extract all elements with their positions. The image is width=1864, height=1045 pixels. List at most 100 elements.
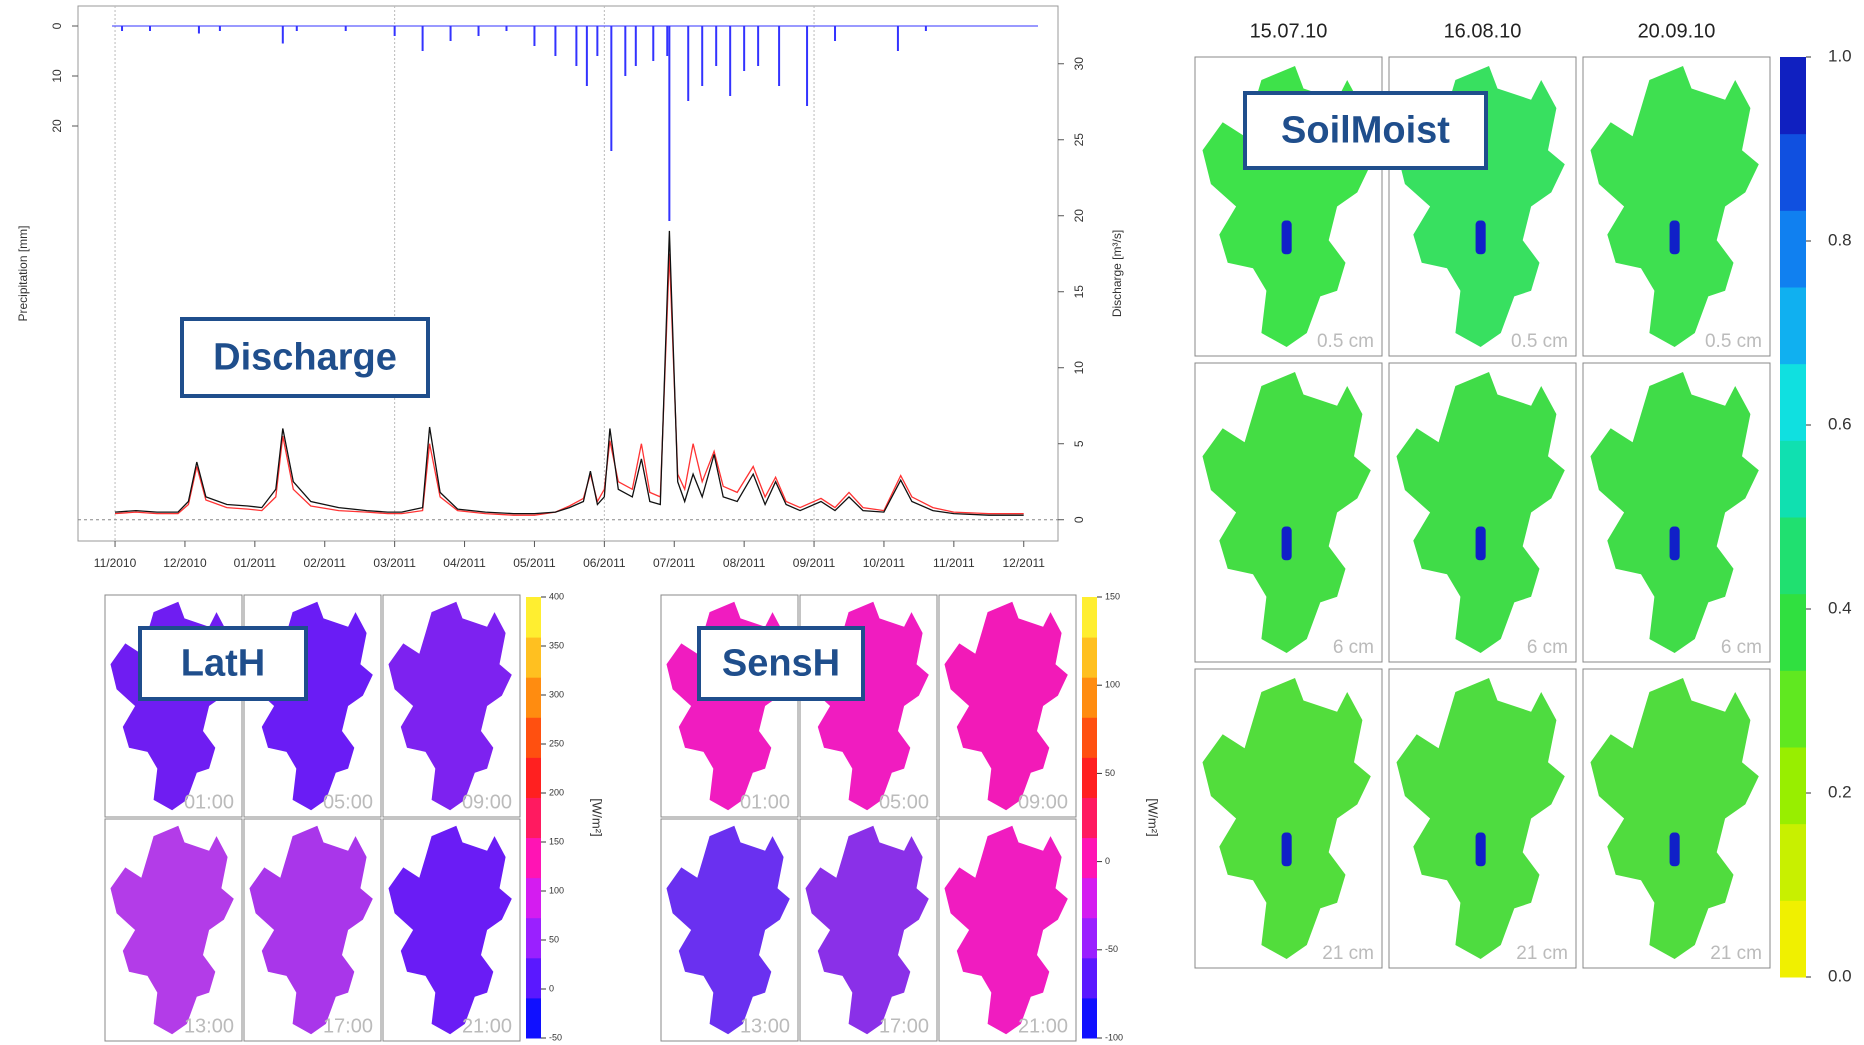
colorbar-tick-label: 100: [549, 885, 564, 895]
x-tick-label: 12/2010: [163, 556, 207, 570]
colorbar-segment: [526, 597, 541, 638]
colorbar-tick-label: 50: [1105, 768, 1115, 778]
panel-label: 0.5 cm: [1511, 331, 1568, 352]
precip-bar: [149, 26, 151, 31]
precip-bar: [743, 26, 745, 71]
precip-bar: [635, 26, 637, 66]
colorbar-segment: [526, 757, 541, 798]
colorbar-segment: [1780, 900, 1806, 977]
colorbar-tick-label: 400: [549, 591, 564, 601]
x-tick-label: 09/2011: [793, 556, 836, 570]
y2-tick-label: 0: [1072, 516, 1086, 523]
x-tick-label: 11/2010: [94, 556, 137, 570]
colorbar-tick-label: 350: [549, 640, 564, 650]
colorbar-tick-label: 0.0: [1828, 966, 1852, 985]
label-box-text: Discharge: [213, 337, 397, 379]
colorbar-segment: [1082, 958, 1097, 999]
panel-label: 17:00: [879, 1015, 929, 1037]
river: [1282, 833, 1292, 867]
label-box-text: SoilMoist: [1281, 110, 1450, 152]
colorbar-tick-label: 0.4: [1828, 598, 1852, 617]
colorbar-segment: [1780, 747, 1806, 824]
colorbar-segment: [1082, 597, 1097, 638]
precip-bar: [450, 26, 452, 41]
colorbar-tick-label: 0: [1105, 856, 1110, 866]
colorbar-tick-label: 100: [1105, 680, 1120, 690]
river: [1670, 527, 1680, 561]
panel-label: 6 cm: [1721, 637, 1762, 658]
x-tick-label: 02/2011: [303, 556, 346, 570]
precip-bar: [610, 26, 612, 151]
column-title: 16.08.10: [1444, 20, 1522, 42]
y2-tick-label: 20: [1072, 209, 1086, 223]
y2-axis-label: Discharge [m³/s]: [1110, 230, 1124, 317]
figure: 11/201012/201001/201102/201103/201104/20…: [0, 0, 1864, 1045]
panel-label: 21 cm: [1710, 943, 1762, 964]
precip-bar: [778, 26, 780, 86]
colorbar-segment: [1082, 838, 1097, 879]
colorbar-segment: [1780, 440, 1806, 517]
column-title: 15.07.10: [1250, 20, 1328, 42]
panel-label: 21 cm: [1322, 943, 1374, 964]
panel-label: 13:00: [184, 1015, 234, 1037]
precip-bar: [282, 26, 284, 44]
colorbar-tick-label: 0.6: [1828, 414, 1852, 433]
river: [1476, 221, 1486, 255]
page: {"chart_data": [ {"type": "line", "annot…: [0, 0, 1864, 1045]
precip-bar: [345, 26, 347, 31]
precip-bar: [198, 26, 200, 34]
panel-label: 17:00: [323, 1015, 373, 1037]
panel-label: 09:00: [1018, 791, 1068, 813]
precip-bar: [422, 26, 424, 51]
colorbar-tick-label: 150: [1105, 591, 1120, 601]
y2-tick-label: 15: [1072, 285, 1086, 299]
y-tick-label: 10: [50, 69, 64, 83]
colorbar-segment: [1780, 594, 1806, 671]
colorbar-segment: [1780, 824, 1806, 901]
colorbar-tick-label: 200: [549, 787, 564, 797]
precip-bar: [834, 26, 836, 41]
precip-bar: [925, 26, 927, 31]
colorbar-tick-label: 1.0: [1828, 46, 1852, 65]
precip-bar: [505, 26, 507, 31]
colorbar-tick-label: 0.2: [1828, 782, 1852, 801]
river: [1476, 527, 1486, 561]
colorbar-segment: [526, 878, 541, 919]
y2-tick-label: 5: [1072, 440, 1086, 447]
colorbar-segment: [526, 958, 541, 999]
precip-bar: [668, 26, 670, 221]
precip-bar: [596, 26, 598, 56]
river: [1476, 833, 1486, 867]
colorbar-segment: [526, 637, 541, 678]
x-tick-label: 05/2011: [513, 556, 556, 570]
river: [1670, 833, 1680, 867]
panel-label: 01:00: [184, 791, 234, 813]
colorbar-segment: [1780, 670, 1806, 747]
precip-bar: [219, 26, 221, 31]
river: [1282, 221, 1292, 255]
x-tick-label: 10/2011: [863, 556, 906, 570]
panel-label: 05:00: [879, 791, 929, 813]
colorbar-segment: [526, 918, 541, 959]
panel-label: 0.5 cm: [1705, 331, 1762, 352]
precip-bar: [666, 26, 668, 56]
column-title: 20.09.10: [1638, 20, 1716, 42]
precip-bar: [586, 26, 588, 86]
y-tick-label: 20: [50, 119, 64, 133]
x-tick-label: 11/2011: [933, 556, 975, 570]
precip-bar: [533, 26, 535, 46]
panel-label: 21:00: [462, 1015, 512, 1037]
precip-bar: [554, 26, 556, 56]
colorbar-segment: [1082, 918, 1097, 959]
precip-bar: [687, 26, 689, 101]
panel-label: 6 cm: [1527, 637, 1568, 658]
label-box-text: LatH: [181, 643, 265, 685]
colorbar-segment: [526, 677, 541, 718]
colorbar-tick-label: 0.8: [1828, 230, 1852, 249]
colorbar-segment: [1082, 677, 1097, 718]
river: [1282, 527, 1292, 561]
y2-tick-label: 10: [1072, 361, 1086, 375]
colorbar-tick-label: -50: [549, 1032, 562, 1042]
river: [1670, 221, 1680, 255]
colorbar-segment: [526, 838, 541, 879]
